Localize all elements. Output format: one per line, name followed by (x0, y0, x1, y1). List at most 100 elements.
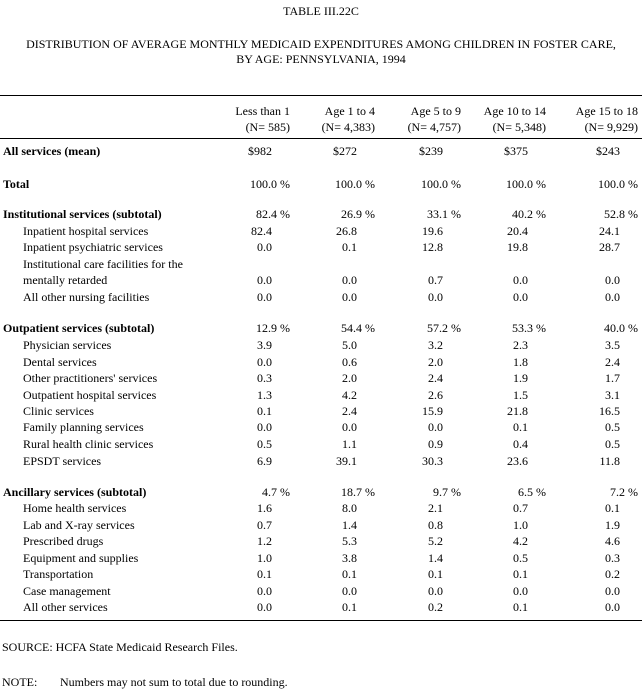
table-cell: 15.9 (422, 404, 443, 418)
table-cell: 0.0 (257, 240, 272, 254)
row-label: Outpatient hospital services (23, 388, 157, 402)
table-cell: 26.9 % (341, 207, 375, 221)
row-label: Outpatient services (subtotal) (3, 321, 154, 335)
table-cell: 1.0 (257, 551, 272, 565)
row-label: Total (3, 177, 30, 191)
table-cell: 0.0 (257, 600, 272, 614)
table-cell: 0.1 (513, 567, 528, 581)
table-cell: 53.3 % (512, 321, 546, 335)
table-cell: 21.8 (507, 404, 528, 418)
table-cell: 0.3 (605, 551, 620, 565)
table-cell: $243 (596, 144, 620, 158)
table-cell: 1.4 (342, 518, 357, 532)
table-cell: 0.1 (257, 567, 272, 581)
table-cell: 16.5 (599, 404, 620, 418)
table-cell: 2.4 (605, 355, 620, 369)
table-cell: 0.2 (605, 567, 620, 581)
table-cell: 100.0 % (421, 177, 461, 191)
table-cell: 2.3 (513, 338, 528, 352)
table-cell: 0.0 (342, 273, 357, 287)
table-cell: 1.0 (513, 518, 528, 532)
column-header: Age 10 to 14 (484, 104, 546, 118)
table-cell: 0.1 (428, 567, 443, 581)
table-cell: 0.5 (513, 551, 528, 565)
table-cell: 2.0 (342, 371, 357, 385)
table-cell: 2.6 (428, 388, 443, 402)
table-cell: 0.0 (605, 273, 620, 287)
table-cell: 2.0 (428, 355, 443, 369)
source-note: SOURCE: HCFA State Medicaid Research Fil… (2, 640, 238, 654)
table-cell: 0.2 (428, 600, 443, 614)
table-cell: 0.0 (513, 290, 528, 304)
table-cell: 57.2 % (427, 321, 461, 335)
table-cell: 30.3 (422, 454, 443, 468)
subtitle-line: DISTRIBUTION OF AVERAGE MONTHLY MEDICAID… (26, 37, 616, 51)
table-cell: 82.4 % (256, 207, 290, 221)
table-cell: $375 (504, 144, 528, 158)
row-label: Clinic services (23, 404, 94, 418)
table-cell: 12.8 (422, 240, 443, 254)
table-cell: 2.4 (342, 404, 357, 418)
table-cell: 1.8 (513, 355, 528, 369)
table-cell: 4.2 (342, 388, 357, 402)
row-label: Equipment and supplies (23, 551, 139, 565)
table-cell: 0.1 (605, 501, 620, 515)
table-cell: 5.2 (428, 534, 443, 548)
table-cell: 0.7 (513, 501, 528, 515)
table-cell: 6.9 (257, 454, 272, 468)
row-label: Inpatient psychiatric services (23, 240, 163, 254)
table-cell: 5.3 (342, 534, 357, 548)
table-cell: 1.1 (342, 437, 357, 451)
column-header: (N= 4,757) (408, 120, 461, 134)
table-cell: 0.7 (428, 273, 443, 287)
row-label: Ancillary services (subtotal) (3, 485, 146, 499)
table-cell: 100.0 % (335, 177, 375, 191)
table-cell: 3.2 (428, 338, 443, 352)
table-cell: 1.2 (257, 534, 272, 548)
row-label: Prescribed drugs (23, 534, 104, 548)
table-cell: 0.6 (342, 355, 357, 369)
column-header: (N= 5,348) (493, 120, 546, 134)
table-cell: 1.3 (257, 388, 272, 402)
row-label: Family planning services (23, 420, 144, 434)
table-cell: 23.6 (507, 454, 528, 468)
table-cell: 0.0 (257, 420, 272, 434)
table-cell: 0.5 (605, 420, 620, 434)
table-cell: 54.4 % (341, 321, 375, 335)
table-cell: 11.8 (599, 454, 620, 468)
table-cell: 40.2 % (512, 207, 546, 221)
table-cell: 1.6 (257, 501, 272, 515)
table-cell: 3.1 (605, 388, 620, 402)
table-cell: 1.9 (513, 371, 528, 385)
table-cell: 0.0 (605, 600, 620, 614)
table-cell: 1.7 (605, 371, 620, 385)
table-cell: 0.1 (513, 420, 528, 434)
table-cell: 19.6 (422, 224, 443, 238)
table-cell: 0.1 (513, 600, 528, 614)
table-cell: 3.5 (605, 338, 620, 352)
table-cell: $272 (333, 144, 357, 158)
table-cell: 5.0 (342, 338, 357, 352)
table-cell: 24.1 (599, 224, 620, 238)
table-cell: 100.0 % (250, 177, 290, 191)
row-label: mentally retarded (23, 273, 107, 287)
table-cell: 0.7 (257, 518, 272, 532)
table-cell: 8.0 (342, 501, 357, 515)
column-header: (N= 585) (246, 120, 290, 134)
table-cell: 100.0 % (598, 177, 638, 191)
row-label: Case management (23, 584, 111, 598)
row-label: Inpatient hospital services (23, 224, 149, 238)
column-header: (N= 4,383) (322, 120, 375, 134)
row-label: Dental services (23, 355, 97, 369)
table-cell: 0.0 (605, 584, 620, 598)
table-cell: 0.4 (513, 437, 528, 451)
row-label: Other practitioners' services (23, 371, 157, 385)
column-header: (N= 9,929) (585, 120, 638, 134)
table-cell: 0.5 (605, 437, 620, 451)
table-cell: 26.8 (336, 224, 357, 238)
row-label: All other nursing facilities (23, 290, 150, 304)
table-cell: 12.9 % (256, 321, 290, 335)
table-cell: 82.4 (251, 224, 272, 238)
note-text: Numbers may not sum to total due to roun… (60, 675, 288, 689)
table-cell: 0.0 (428, 420, 443, 434)
